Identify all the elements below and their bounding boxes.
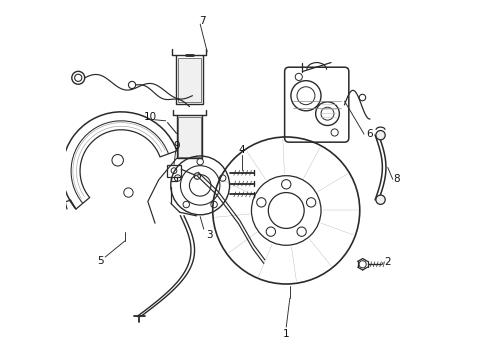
Text: 8: 8 [394,174,400,184]
Text: 10: 10 [144,112,157,122]
Text: 2: 2 [385,257,391,267]
FancyBboxPatch shape [178,117,200,157]
Text: 5: 5 [98,256,104,266]
Circle shape [376,131,385,140]
Text: 7: 7 [199,17,206,27]
Text: 1: 1 [283,329,290,339]
Text: 4: 4 [239,144,245,154]
Text: 9: 9 [173,140,180,150]
Text: 3: 3 [206,230,213,239]
FancyBboxPatch shape [178,58,201,102]
Text: 6: 6 [367,129,373,139]
Circle shape [376,195,385,204]
